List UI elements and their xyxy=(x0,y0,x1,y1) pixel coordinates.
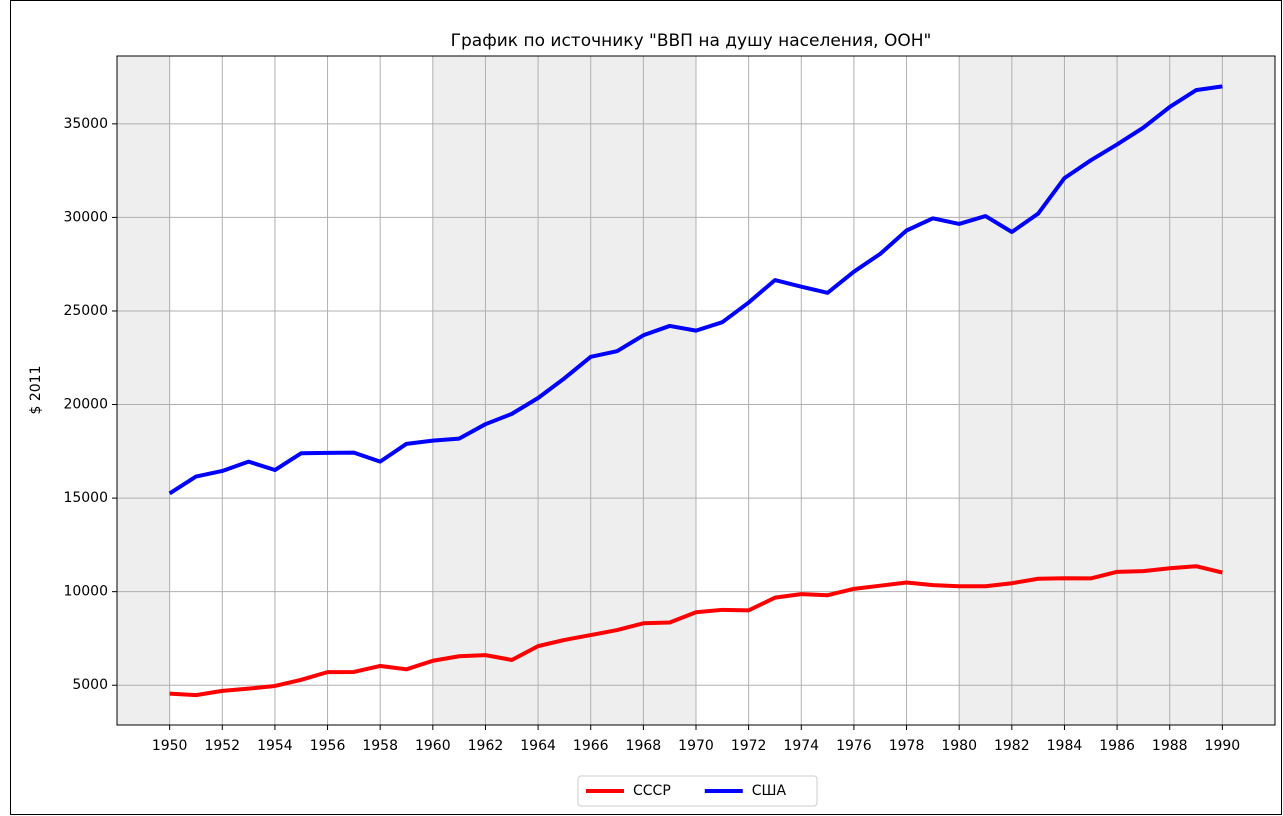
x-tick-label: 1970 xyxy=(678,738,714,754)
y-tick-label: 10000 xyxy=(63,584,108,600)
data-line xyxy=(168,84,1223,496)
x-tick-label: 1952 xyxy=(204,738,240,754)
x-tick-label: 1984 xyxy=(1047,738,1083,754)
y-tick-label: 15000 xyxy=(63,490,108,506)
white-span xyxy=(696,56,960,725)
x-tick-label: 1962 xyxy=(468,738,504,754)
x-tick-label: 1990 xyxy=(1205,738,1241,754)
x-tick-label: 1956 xyxy=(310,738,346,754)
y-tick-label: 30000 xyxy=(63,209,108,225)
x-tick-label: 1986 xyxy=(1099,738,1135,754)
x-tick-label: 1988 xyxy=(1152,738,1188,754)
chart-title: График по источнику "ВВП на душу населен… xyxy=(451,31,932,51)
y-tick-label: 20000 xyxy=(63,397,108,413)
plot-frame xyxy=(116,55,1276,726)
x-tick-label: 1978 xyxy=(889,738,925,754)
legend-box xyxy=(577,775,818,807)
x-tick-label: 1982 xyxy=(994,738,1030,754)
x-tick-label: 1976 xyxy=(836,738,872,754)
y-tick-label: 25000 xyxy=(63,303,108,319)
legend-label: СССР xyxy=(633,783,671,799)
x-tick-label: 1966 xyxy=(573,738,609,754)
x-tick-label: 1972 xyxy=(731,738,767,754)
x-tick-label: 1964 xyxy=(520,738,556,754)
legend-label: США xyxy=(752,783,787,799)
x-tick-label: 1980 xyxy=(941,738,977,754)
data-line xyxy=(169,564,1223,698)
x-tick-label: 1960 xyxy=(415,738,451,754)
y-axis-label: $ 2011 xyxy=(28,366,44,415)
x-tick-label: 1954 xyxy=(257,738,293,754)
white-span xyxy=(169,56,433,725)
x-tick-label: 1950 xyxy=(152,738,188,754)
y-tick-label: 5000 xyxy=(72,677,108,693)
x-tick-label: 1968 xyxy=(626,738,662,754)
x-tick-label: 1974 xyxy=(783,738,819,754)
y-tick-label: 35000 xyxy=(63,116,108,132)
legend: СССР США xyxy=(577,775,818,807)
x-tick-label: 1958 xyxy=(362,738,398,754)
